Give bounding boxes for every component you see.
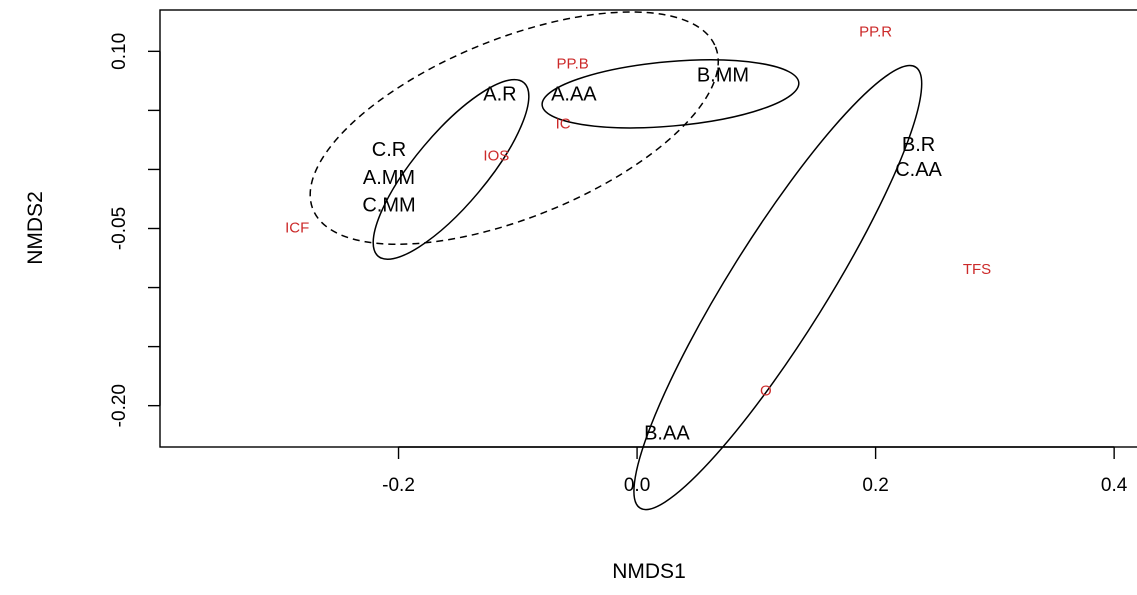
y-tick-label: -0.20 — [109, 384, 130, 427]
variable-label: TFS — [963, 261, 991, 278]
variable-label: O — [760, 382, 772, 399]
sample-label: A.AA — [551, 83, 597, 105]
y-tick-label: -0.05 — [109, 207, 130, 250]
y-tick-label: 0.10 — [109, 33, 130, 70]
variable-label: PP.R — [859, 23, 892, 40]
variable-label: ICF — [285, 219, 309, 236]
sample-label: B.MM — [697, 64, 749, 86]
x-tick-label: 0.4 — [1101, 475, 1128, 496]
group-ellipse-3 — [633, 64, 923, 511]
group-ellipse-2 — [541, 59, 800, 129]
y-axis-title: NMDS2 — [24, 191, 47, 265]
sample-label: C.AA — [895, 159, 942, 181]
x-tick-label: 0.2 — [862, 475, 888, 496]
variable-label: IOS — [483, 147, 509, 164]
sample-label: A.MM — [363, 167, 415, 189]
sample-label: B.R — [902, 134, 935, 156]
group-ellipse-4 — [309, 11, 720, 246]
ellipse-layer — [309, 11, 923, 511]
sample-label: B.AA — [644, 422, 690, 444]
sample-label: A.R — [483, 83, 516, 105]
sample-label-layer: A.R A.AA B.MM C.R A.MM C.MM B.R C.AA B.AA — [362, 64, 942, 444]
x-tick-label: 0.0 — [624, 475, 650, 496]
y-axis: 0.10 -0.05 -0.20 — [109, 33, 161, 427]
x-axis: -0.2 0.0 0.2 0.4 — [382, 446, 1128, 496]
x-tick-label: -0.2 — [382, 475, 415, 496]
x-axis-title: NMDS1 — [612, 560, 686, 583]
sample-label: C.MM — [362, 194, 415, 216]
variable-label-layer: PP.R PP.B IC IOS ICF TFS O — [285, 23, 991, 399]
variable-label: IC — [556, 116, 571, 133]
variable-label: PP.B — [557, 55, 589, 72]
sample-label: C.R — [372, 139, 406, 161]
group-ellipse-1 — [372, 78, 530, 260]
